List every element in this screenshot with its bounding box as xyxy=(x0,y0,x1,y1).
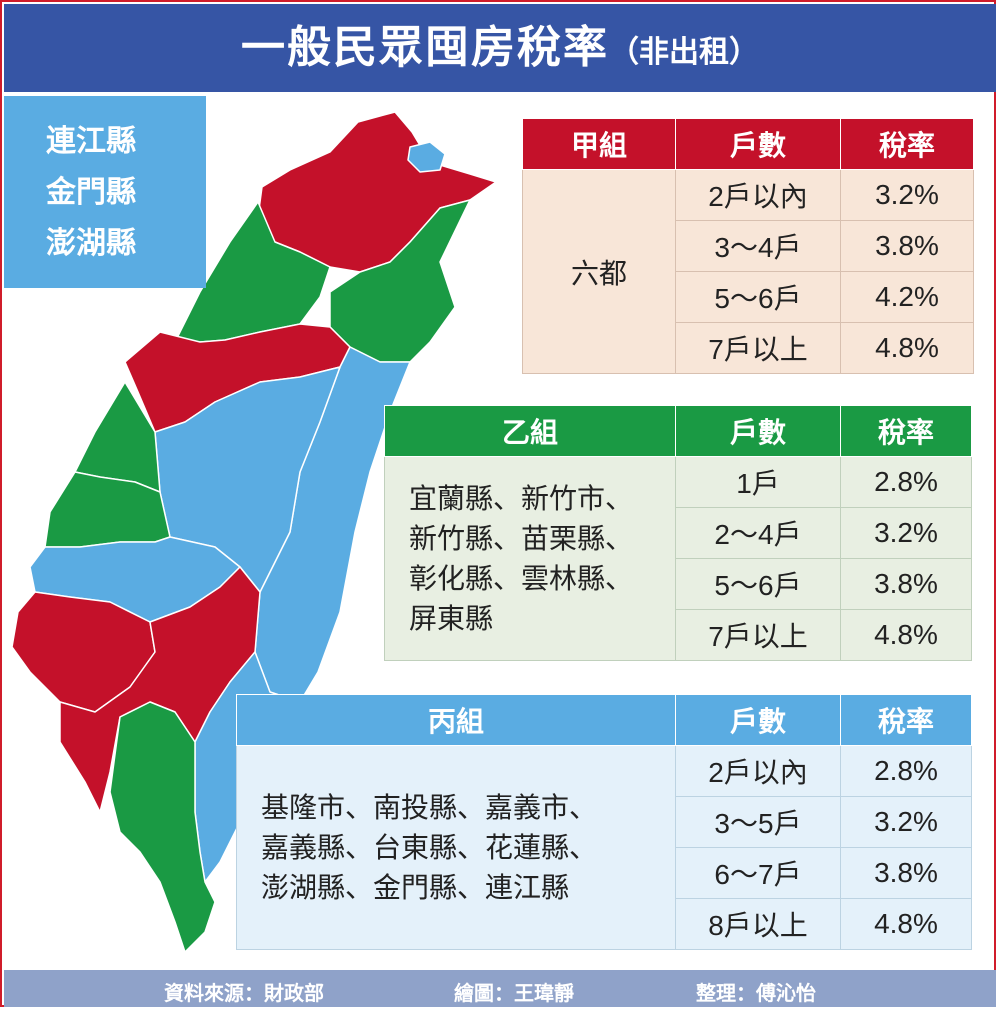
rate-cell: 3.2% xyxy=(840,796,972,848)
rate-cell: 3.8% xyxy=(840,220,974,272)
footer-bar: 資料來源：財政部 繪圖：王瑋靜 整理：傅沁怡 xyxy=(4,970,996,1007)
rate-header: 稅率 xyxy=(840,694,972,746)
rate-cell: 3.2% xyxy=(840,507,972,559)
count-cell: 5～6戶 xyxy=(675,271,841,323)
rate-header: 稅率 xyxy=(840,118,974,170)
count-cell: 3～5戶 xyxy=(675,796,841,848)
group-a-region: 六都 xyxy=(522,169,676,374)
count-cell: 3～4戶 xyxy=(675,220,841,272)
page-subtitle: （非出租） xyxy=(609,35,759,70)
rate-cell: 3.8% xyxy=(840,558,972,610)
group-a-header: 甲組 xyxy=(522,118,676,170)
region-line: 新竹縣、苗栗縣、 xyxy=(409,522,634,554)
count-cell: 6～7戶 xyxy=(675,847,841,899)
group-a-table: 甲組 戶數 稅率 六都 2戶以內 3.2% 3～4戶 3.8% 5～6戶 4.2… xyxy=(522,118,974,374)
region-line: 屏東縣 xyxy=(409,602,494,634)
count-cell: 2～4戶 xyxy=(675,507,841,559)
group-b-table: 乙組 戶數 稅率 宜蘭縣、新竹市、 新竹縣、苗栗縣、 彰化縣、雲林縣、 屏東縣 … xyxy=(384,405,972,661)
header-bar: 一般民眾囤房稅率（非出租） xyxy=(4,4,996,92)
rate-cell: 4.2% xyxy=(840,271,974,323)
map-region-pingtung xyxy=(109,701,216,953)
rate-cell: 2.8% xyxy=(840,456,972,508)
rate-cell: 3.8% xyxy=(840,847,972,899)
region-line: 宜蘭縣、新竹市、 xyxy=(409,482,634,514)
count-cell: 2戶以內 xyxy=(675,745,841,797)
count-cell: 1戶 xyxy=(675,456,841,508)
island-label: 連江縣 xyxy=(46,124,136,159)
count-header: 戶數 xyxy=(675,118,841,170)
islands-panel: 連江縣 金門縣 澎湖縣 xyxy=(4,96,206,288)
group-c-regions: 基隆市、南投縣、嘉義市、 嘉義縣、台東縣、花蓮縣、 澎湖縣、金門縣、連江縣 xyxy=(236,745,676,950)
count-header: 戶數 xyxy=(675,405,841,457)
count-cell: 8戶以上 xyxy=(675,898,841,950)
map-region-north xyxy=(257,111,497,273)
editor-credit: 整理：傅沁怡 xyxy=(696,981,816,1005)
taiwan-map xyxy=(11,111,497,953)
rate-cell: 4.8% xyxy=(840,322,974,374)
count-header: 戶數 xyxy=(675,694,841,746)
group-b-regions: 宜蘭縣、新竹市、 新竹縣、苗栗縣、 彰化縣、雲林縣、 屏東縣 xyxy=(384,456,676,661)
rate-cell: 4.8% xyxy=(840,898,972,950)
region-line: 嘉義縣、台東縣、花蓮縣、 xyxy=(261,831,598,863)
group-b-header: 乙組 xyxy=(384,405,676,457)
rate-cell: 3.2% xyxy=(840,169,974,221)
count-cell: 7戶以上 xyxy=(675,609,841,661)
rate-cell: 4.8% xyxy=(840,609,972,661)
island-label: 澎湖縣 xyxy=(46,226,136,261)
count-cell: 2戶以內 xyxy=(675,169,841,221)
rate-cell: 2.8% xyxy=(840,745,972,797)
group-c-table: 丙組 戶數 稅率 基隆市、南投縣、嘉義市、 嘉義縣、台東縣、花蓮縣、 澎湖縣、金… xyxy=(236,694,972,950)
page-title: 一般民眾囤房稅率 xyxy=(241,22,609,73)
drawing-credit: 繪圖：王瑋靜 xyxy=(454,981,574,1005)
region-line: 彰化縣、雲林縣、 xyxy=(409,562,634,594)
rate-header: 稅率 xyxy=(840,405,972,457)
map-region-keelung xyxy=(407,141,446,173)
island-label: 金門縣 xyxy=(46,175,136,210)
count-cell: 7戶以上 xyxy=(675,322,841,374)
source-credit: 資料來源：財政部 xyxy=(164,981,324,1005)
group-c-header: 丙組 xyxy=(236,694,676,746)
region-line: 澎湖縣、金門縣、連江縣 xyxy=(261,871,570,903)
count-cell: 5～6戶 xyxy=(675,558,841,610)
region-line: 基隆市、南投縣、嘉義市、 xyxy=(261,791,598,823)
